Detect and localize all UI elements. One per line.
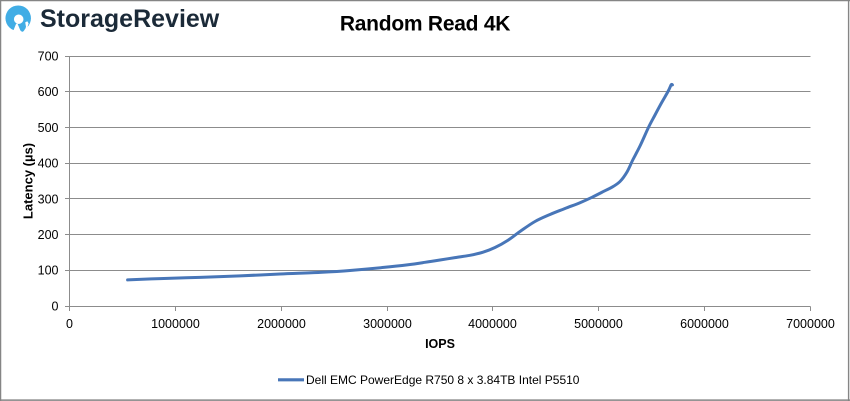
svg-text:600: 600 [38,85,59,99]
svg-text:Random Read 4K: Random Read 4K [340,12,510,35]
svg-text:300: 300 [38,192,59,206]
svg-text:Dell EMC PowerEdge R750 8 x 3.: Dell EMC PowerEdge R750 8 x 3.84TB Intel… [306,373,580,387]
svg-text:200: 200 [38,228,59,242]
svg-text:IOPS: IOPS [425,337,455,351]
svg-text:500: 500 [38,121,59,135]
svg-text:400: 400 [38,157,59,171]
svg-text:1000000: 1000000 [151,317,200,331]
svg-text:StorageReview: StorageReview [40,5,220,33]
svg-text:700: 700 [38,50,59,64]
svg-text:100: 100 [38,264,59,278]
svg-text:3000000: 3000000 [363,317,412,331]
svg-text:0: 0 [52,299,59,313]
svg-text:2000000: 2000000 [257,317,306,331]
svg-text:5000000: 5000000 [574,317,623,331]
svg-text:0: 0 [66,317,73,331]
svg-text:6000000: 6000000 [680,317,729,331]
svg-text:Latency (µs): Latency (µs) [21,143,36,219]
svg-text:7000000: 7000000 [786,317,835,331]
svg-text:4000000: 4000000 [468,317,517,331]
